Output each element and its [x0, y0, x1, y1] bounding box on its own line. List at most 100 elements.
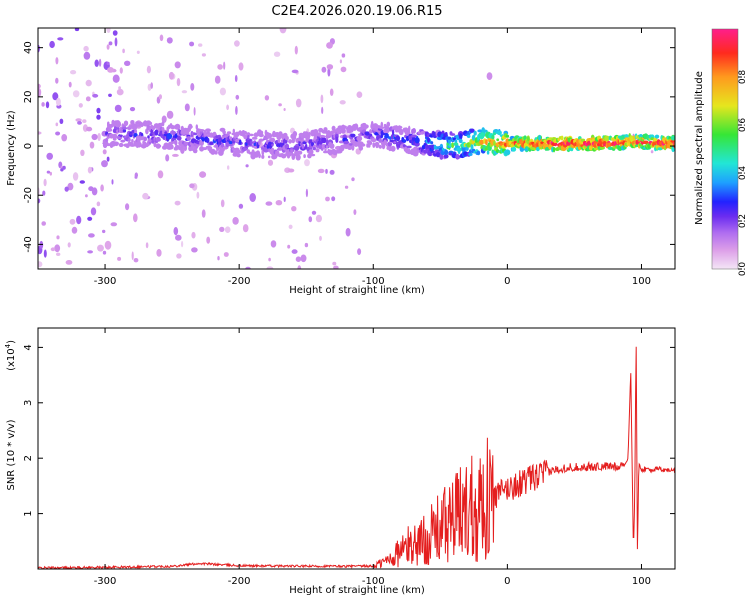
colorbar-tick-label: 0.2 [738, 214, 748, 228]
spectrogram-cell [304, 159, 310, 167]
spectrogram-cell [119, 134, 123, 138]
spectrogram-cell [60, 168, 64, 172]
spectrogram-cell [457, 148, 461, 155]
spectrogram-cell [269, 137, 276, 143]
spectrogram-cell [232, 217, 239, 225]
spectrogram-cell [264, 95, 270, 101]
spectrogram-cell [450, 133, 456, 136]
spectrogram-cell [38, 131, 42, 135]
spectrogram-cell [72, 90, 80, 98]
snr-y-tick-label: 4 [23, 344, 34, 350]
spectrogram-cell [64, 186, 69, 192]
spectrogram-cell [54, 244, 61, 253]
spectrogram-cell [293, 135, 297, 140]
spectrogram-cell [124, 60, 131, 66]
spectrogram-cell [297, 150, 303, 155]
spectrogram-cell [166, 110, 174, 119]
snr-y-multiplier: (x104) [4, 340, 17, 371]
spectrogram-cell [391, 129, 395, 136]
spectrogram-cell [454, 139, 458, 144]
spectrogram-cell [174, 200, 181, 206]
spectrogram-cell [89, 141, 95, 149]
spectrogram-cell [43, 249, 47, 258]
spectrogram-cell [193, 132, 198, 136]
spectrogram-cell [133, 258, 139, 263]
spectrogram-cell [223, 252, 229, 257]
spectrogram-cell [402, 139, 407, 143]
spectrogram-cell [492, 132, 497, 136]
snr-x-tick-label: -300 [94, 576, 117, 587]
spectrogram-cell [323, 150, 328, 154]
spectrogram-cell [311, 210, 317, 215]
spectrogram-cell [156, 249, 162, 257]
spectrogram-cell [390, 145, 396, 152]
snr-y-tick-label: 2 [23, 455, 34, 461]
spectrogram-cell [258, 138, 264, 142]
spectrogram-cell [97, 133, 101, 141]
spectrogram-cell [199, 171, 207, 178]
spectrogram-cell [398, 128, 404, 136]
spectrogram-cell [426, 137, 431, 143]
spectrogram-x-tick-label: -200 [228, 276, 251, 287]
spectrogram-cell [217, 256, 220, 261]
spectrogram-cell [78, 103, 83, 108]
spectrogram-cell [102, 229, 106, 234]
spectrogram-cell [174, 61, 181, 69]
spectrogram-cell [657, 147, 663, 151]
spectrogram-cell [308, 149, 314, 155]
spectrogram-cell [249, 193, 256, 202]
spectrogram-cell [118, 142, 124, 148]
spectrogram-cell [650, 137, 654, 141]
spectrogram-cell [124, 123, 128, 126]
spectrogram-cell [359, 143, 366, 147]
spectrogram-cell [495, 149, 500, 154]
snr-x-tick-label: 0 [504, 576, 510, 587]
spectrogram-cell [300, 254, 307, 263]
spectrogram-cell [329, 143, 335, 149]
spectrogram-cell [175, 234, 182, 241]
spectrogram-cell [55, 131, 61, 136]
spectrogram-cell [111, 179, 114, 185]
spectrogram-cell [290, 149, 294, 153]
spectrogram-cell [38, 83, 41, 89]
spectrogram-cell [145, 242, 149, 249]
snr-x-tick-label: -200 [228, 576, 251, 587]
spectrogram-cell [386, 121, 391, 128]
spectrogram-cell [325, 196, 330, 202]
spectrogram-cell [291, 69, 299, 74]
spectrogram-cell [157, 170, 164, 179]
spectrogram-cell [485, 139, 488, 146]
spectrogram-cell [283, 196, 286, 202]
spectrogram-cell [312, 147, 316, 151]
spectrogram-cell [49, 171, 52, 176]
spectrogram-cell [193, 107, 196, 116]
spectrogram-cell [38, 261, 43, 268]
spectrogram-cell [181, 90, 188, 94]
chart-title: C2E4.2026.020.19.06.R15 [271, 4, 442, 19]
spectrogram-cell [469, 128, 475, 133]
spectrogram-cell [369, 129, 373, 135]
spectrogram-cell [343, 140, 350, 145]
spectrogram-cell [62, 165, 66, 170]
spectrogram-cell [287, 244, 291, 249]
spectrogram-cell [55, 57, 59, 65]
spectrogram-cell [251, 136, 258, 140]
spectrogram-cell [271, 143, 274, 147]
spectrogram-cell [325, 145, 329, 149]
spectrogram-cell [176, 78, 181, 87]
spectrogram-cell [378, 138, 383, 143]
spectrogram-cell [198, 43, 203, 47]
spectrogram-cell [79, 180, 86, 184]
spectrogram-cell [154, 129, 159, 136]
spectrogram-cell [408, 125, 411, 132]
spectrogram-cell [258, 133, 264, 138]
spectrogram-cell [504, 149, 511, 155]
spectrogram-cell [321, 137, 327, 144]
spectrogram-cell [133, 123, 138, 130]
spectrogram-cell [52, 92, 59, 101]
spectrogram-cell [189, 41, 195, 47]
spectrogram-cell [430, 141, 434, 145]
spectrogram-y-tick-label: 20 [23, 90, 34, 103]
spectrogram-cell [135, 141, 142, 148]
spectrogram-cell [87, 216, 93, 221]
